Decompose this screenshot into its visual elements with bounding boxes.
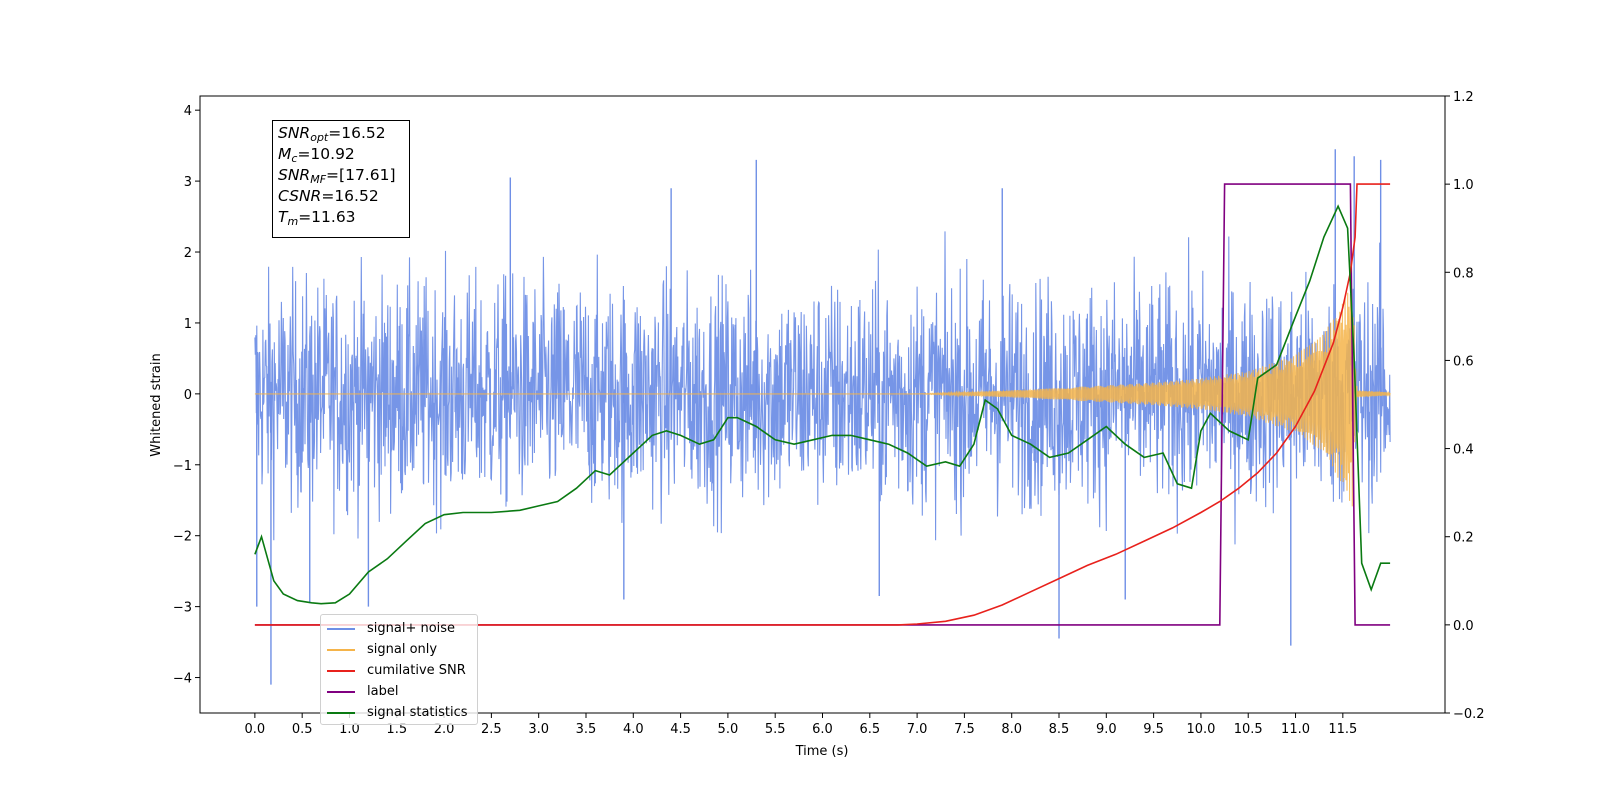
- legend-swatch: [327, 711, 355, 714]
- x-tick-label: 4.5: [670, 722, 691, 737]
- right-y-tick-label: 0.8: [1453, 266, 1474, 281]
- x-tick-label: 3.0: [528, 722, 549, 737]
- stats-line-tm: Tm=11.63: [278, 208, 356, 228]
- x-tick-label: 5.0: [718, 722, 739, 737]
- x-tick-label: 2.5: [481, 722, 502, 737]
- x-tick-label: 7.0: [907, 722, 928, 737]
- left-y-tick-label: −2: [173, 530, 192, 545]
- right-axis-series: [254, 183, 1391, 626]
- x-axis-ticks: 0.0 0.5 1.0 1.5 2.0 2.5 3.0 3.5 4.0 4.5 5.0 5.5 6.0 6…: [245, 713, 1357, 737]
- x-tick-label: 1.5: [386, 722, 407, 737]
- left-y-tick-label: −1: [173, 459, 192, 474]
- legend-swatch: [327, 648, 355, 651]
- right-y-tick-label: 0.2: [1453, 531, 1474, 546]
- signal-statistics-line: [254, 204, 1391, 605]
- stats-line-csnr: CSNR=16.52: [278, 187, 379, 205]
- x-tick-label: 8.0: [1001, 722, 1022, 737]
- x-tick-label: 10.0: [1186, 722, 1215, 737]
- x-tick-label: 11.0: [1281, 722, 1310, 737]
- right-y-tick-label: 0.4: [1453, 443, 1474, 458]
- left-y-tick-label: 2: [184, 246, 192, 261]
- signal-only-series: [254, 290, 1391, 507]
- legend-swatch: [327, 690, 355, 693]
- legend-item-cumulative-snr: cumilative SNR: [327, 660, 471, 681]
- x-tick-label: 1.0: [339, 722, 360, 737]
- right-y-tick-label: 1.0: [1453, 178, 1474, 193]
- y-axis-label: Whitened strain: [149, 353, 164, 456]
- left-y-tick-label: 1: [184, 317, 192, 332]
- right-y-tick-label: 1.2: [1453, 90, 1474, 105]
- x-tick-label: 3.5: [576, 722, 597, 737]
- x-tick-label: 4.0: [623, 722, 644, 737]
- left-y-axis-ticks: 4 3 2 1 0 −1 −2 −3 −4: [173, 104, 200, 687]
- signal-only-line: [254, 290, 1391, 507]
- label-line: [254, 183, 1391, 626]
- left-y-tick-label: 0: [184, 388, 192, 403]
- stats-line-mc: Mc=10.92: [278, 145, 355, 165]
- right-y-tick-label: −0.2: [1453, 707, 1485, 722]
- signal-plus-noise-line: [254, 231, 1391, 545]
- legend-swatch: [327, 627, 355, 630]
- stats-line-snr-mf: SNRMF=[17.61]: [278, 166, 396, 186]
- left-y-tick-label: 3: [184, 175, 192, 190]
- right-y-axis-ticks: 1.2 1.0 0.8 0.6 0.4 0.2 0.0 −0.2: [1445, 90, 1485, 722]
- x-tick-label: 7.5: [954, 722, 975, 737]
- x-axis-label: Time (s): [795, 744, 849, 759]
- right-y-tick-label: 0.0: [1453, 619, 1474, 634]
- legend-item-signal-only: signal only: [327, 639, 471, 660]
- legend-item-signal-statistics: signal statistics: [327, 702, 471, 723]
- x-tick-label: 9.0: [1096, 722, 1117, 737]
- x-tick-label: 5.5: [765, 722, 786, 737]
- cumulative-snr-line: [254, 183, 1391, 626]
- stats-line-snr-opt: SNRopt=16.52: [278, 124, 386, 144]
- x-tick-label: 6.5: [859, 722, 880, 737]
- x-tick-label: 8.5: [1049, 722, 1070, 737]
- x-tick-label: 10.5: [1234, 722, 1263, 737]
- left-y-tick-label: −3: [173, 601, 192, 616]
- x-tick-label: 6.0: [812, 722, 833, 737]
- stats-annotation-box: SNRopt=16.52 Mc=10.92 SNRMF=[17.61] CSNR…: [272, 120, 410, 238]
- legend-item-label: label: [327, 681, 471, 702]
- x-tick-label: 9.5: [1143, 722, 1164, 737]
- left-y-tick-label: 4: [184, 104, 192, 119]
- right-y-tick-label: 0.6: [1453, 354, 1474, 369]
- x-tick-label: 0.5: [292, 722, 313, 737]
- legend: signal+ noise signal only cumilative SNR…: [320, 614, 478, 725]
- x-tick-label: 2.0: [434, 722, 455, 737]
- x-tick-label: 11.5: [1328, 722, 1357, 737]
- x-tick-label: 0.0: [245, 722, 266, 737]
- left-y-tick-label: −4: [173, 672, 192, 687]
- legend-item-signal-noise: signal+ noise: [327, 618, 471, 639]
- legend-swatch: [327, 669, 355, 672]
